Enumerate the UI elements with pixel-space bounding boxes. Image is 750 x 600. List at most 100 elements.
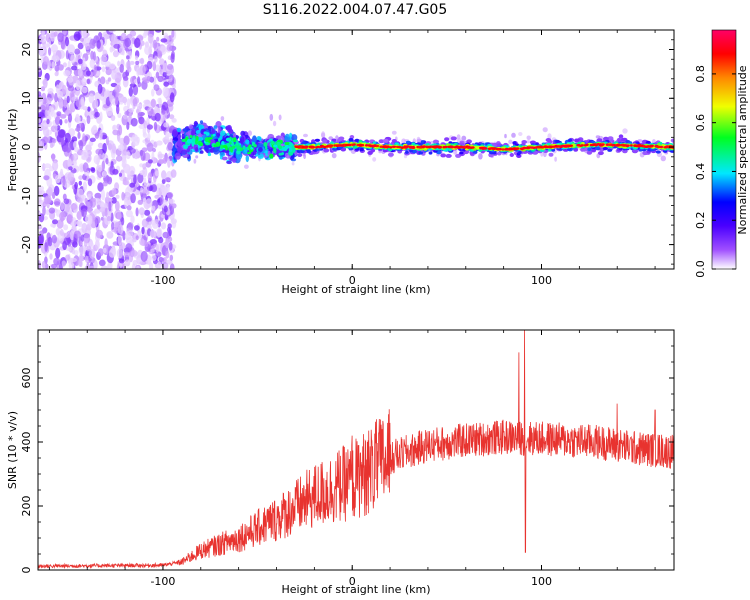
heatmap-cell — [239, 136, 245, 143]
heatmap-cell — [518, 132, 523, 136]
heatmap-cell — [250, 147, 254, 150]
heatmap-cell — [162, 62, 168, 73]
heatmap-cell — [462, 148, 466, 152]
colorbar-label: Normalized spectral amplitude — [736, 65, 749, 234]
heatmap-cell — [117, 144, 125, 151]
heatmap-cell — [126, 121, 130, 130]
heatmap-cell — [257, 151, 261, 155]
heatmap-cell — [67, 85, 75, 92]
heatmap-cell — [86, 78, 91, 85]
heatmap-cell — [67, 113, 73, 123]
heatmap-cell — [91, 197, 96, 203]
heatmap-cell — [147, 159, 153, 164]
heatmap-cell — [53, 198, 61, 207]
heatmap-cell — [236, 140, 239, 146]
heatmap-cell — [52, 191, 56, 199]
heatmap-cell — [600, 143, 604, 147]
heatmap-cell — [109, 63, 116, 70]
heatmap-cell — [67, 246, 72, 252]
heatmap-cell — [42, 78, 48, 89]
heatmap-cell — [537, 147, 541, 151]
heatmap-cell — [111, 197, 117, 204]
heatmap-cell — [146, 142, 154, 152]
heatmap-cell — [38, 234, 44, 245]
heatmap-cell — [128, 112, 132, 119]
heatmap-cell — [207, 152, 212, 157]
heatmap-cell — [77, 42, 84, 50]
heatmap-cell — [125, 186, 131, 198]
heatmap-cell — [521, 140, 527, 144]
heatmap-cell — [529, 140, 537, 145]
heatmap-cell — [124, 197, 128, 209]
heatmap-cell — [291, 145, 295, 151]
heatmap-cell — [48, 207, 56, 214]
heatmap-cell — [147, 33, 154, 44]
heatmap-cell — [129, 148, 136, 154]
heatmap-cell — [358, 140, 363, 143]
colorbar-tick-label: 0.0 — [694, 260, 707, 278]
heatmap-cell — [124, 37, 132, 48]
heatmap-cell — [57, 32, 64, 43]
heatmap-y-axis-label: Frequency (Hz) — [6, 109, 19, 192]
heatmap-cell — [139, 238, 145, 246]
heatmap-cell — [292, 139, 298, 143]
heatmap-cell — [169, 92, 175, 103]
heatmap-cell — [367, 150, 373, 155]
heatmap-cell — [42, 126, 50, 137]
heatmap-cell — [343, 144, 346, 147]
heatmap-cell — [151, 205, 156, 211]
heatmap-cell — [576, 144, 581, 147]
heatmap-cell — [177, 134, 181, 141]
heatmap-cell — [321, 131, 326, 138]
heatmap-cell — [236, 149, 241, 155]
heatmap-cell — [102, 142, 107, 154]
heatmap-cell — [199, 120, 204, 124]
heatmap-cell — [174, 159, 178, 163]
heatmap-cell — [163, 205, 168, 213]
heatmap-cell — [594, 144, 598, 147]
heatmap-cell — [545, 138, 552, 142]
heatmap-cell — [270, 140, 275, 146]
heatmap-cell — [596, 138, 603, 143]
colorbar-tick-label: 0.4 — [694, 163, 707, 181]
heatmap-cell — [142, 163, 147, 170]
heatmap-cell — [146, 60, 153, 70]
heatmap-cell — [165, 130, 169, 140]
heatmap-cell — [50, 107, 55, 118]
heatmap-cell — [71, 65, 78, 71]
heatmap-cell — [81, 222, 88, 234]
snr-x-tick-label: -100 — [150, 575, 175, 588]
heatmap-cell — [75, 79, 81, 91]
heatmap-cell — [130, 215, 135, 224]
heatmap-cell — [216, 132, 221, 138]
heatmap-cell — [322, 139, 327, 144]
heatmap-marks — [38, 30, 674, 269]
heatmap-cell — [64, 132, 71, 144]
heatmap-cell — [278, 152, 284, 156]
heatmap-cell — [162, 139, 170, 144]
heatmap-cell — [245, 139, 250, 145]
heatmap-cell — [229, 141, 232, 145]
heatmap-cell — [161, 178, 166, 184]
heatmap-cell — [128, 108, 135, 113]
heatmap-cell — [119, 63, 124, 73]
heatmap-cell — [501, 148, 505, 151]
heatmap-cell — [479, 146, 483, 150]
heatmap-cell — [171, 203, 177, 209]
heatmap-cell — [409, 149, 414, 153]
heatmap-cell — [471, 146, 475, 149]
heatmap-cell — [410, 146, 415, 149]
snr-x-tick-label: 100 — [531, 575, 552, 588]
heatmap-cell — [110, 115, 116, 121]
heatmap-cell — [638, 148, 643, 152]
heatmap-cell — [59, 229, 64, 236]
heatmap-cell — [161, 109, 166, 115]
heatmap-cell — [231, 157, 237, 162]
heatmap-cell — [106, 191, 109, 203]
heatmap-cell — [125, 151, 131, 160]
heatmap-cell — [351, 143, 354, 146]
heatmap-y-ticks: -20 -10 0 10 20 — [20, 29, 674, 265]
heatmap-cell — [89, 38, 96, 49]
heatmap-cell — [323, 148, 330, 153]
heatmap-cell — [38, 112, 45, 118]
